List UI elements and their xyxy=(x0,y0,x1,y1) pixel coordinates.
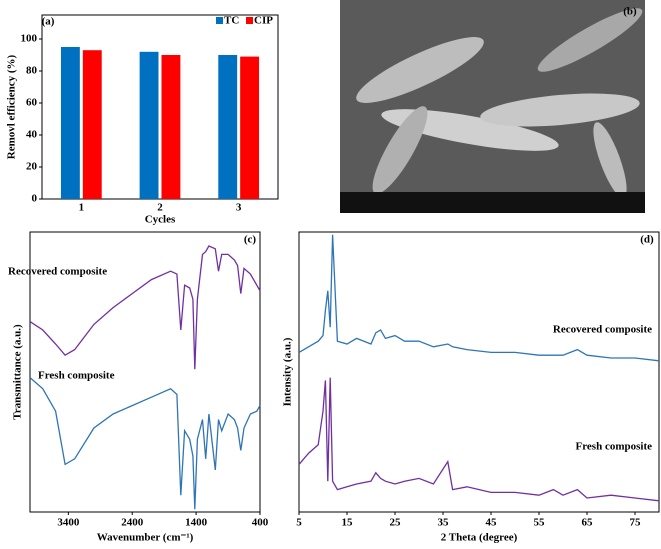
annotation: Fresh composite xyxy=(38,370,115,382)
x-tick-label: 2400 xyxy=(121,517,144,529)
plot-frame xyxy=(29,231,261,513)
x-axis-label: Wavenumber (cm⁻¹) xyxy=(97,532,194,544)
y-tick-label: 80 xyxy=(26,65,38,77)
crystal xyxy=(480,93,640,127)
x-tick-label: 45 xyxy=(486,517,498,529)
y-tick-label: 40 xyxy=(26,129,38,141)
panel-label: (d) xyxy=(640,234,654,246)
y-tick-label: 20 xyxy=(26,161,38,173)
x-tick-label: 1 xyxy=(79,202,85,214)
annotation: Recovered composite xyxy=(8,266,107,278)
x-tick-label: 2 xyxy=(157,202,163,214)
crystal xyxy=(593,122,627,198)
x-tick-label: 25 xyxy=(390,517,402,529)
bar xyxy=(82,50,102,200)
plot-frame xyxy=(298,231,660,513)
legend-swatch xyxy=(216,17,223,24)
spectrum-line xyxy=(298,234,660,362)
x-tick-label: 75 xyxy=(630,517,642,529)
x-tick-label: 65 xyxy=(582,517,594,529)
x-tick-label: 3 xyxy=(236,202,242,214)
x-axis-label: 2 Theta (degree) xyxy=(441,532,518,544)
x-tick-label: 15 xyxy=(342,517,354,529)
legend-swatch xyxy=(246,17,253,24)
image-footer xyxy=(340,192,645,213)
legend-label: TC xyxy=(224,15,239,27)
panel-label: (b) xyxy=(623,6,637,18)
y-axis-label: Transmittance (a.u.) xyxy=(12,324,24,420)
spectrum-line xyxy=(29,245,261,370)
bar xyxy=(240,56,260,199)
bar xyxy=(60,47,80,199)
panel-label: (a) xyxy=(42,16,55,28)
x-tick-label: 35 xyxy=(438,517,450,529)
y-tick-label: 60 xyxy=(26,97,38,109)
legend-label: CIP xyxy=(254,15,273,27)
y-tick-label: 100 xyxy=(21,33,38,45)
x-tick-label: 1400 xyxy=(185,517,208,529)
annotation: Recovered composite xyxy=(553,324,652,336)
panel-label: (c) xyxy=(244,234,257,246)
x-axis-label: Cycles xyxy=(145,214,176,226)
sem-image: (b) xyxy=(340,0,645,213)
crystal xyxy=(372,106,428,194)
crystal xyxy=(537,8,643,72)
y-axis-label: Intensity (a.u.) xyxy=(282,337,294,406)
crystal xyxy=(356,37,484,103)
y-tick-label: 0 xyxy=(32,193,38,205)
x-tick-label: 400 xyxy=(252,517,269,529)
bar xyxy=(161,55,181,199)
x-tick-label: 3400 xyxy=(57,517,80,529)
x-tick-label: 5 xyxy=(296,517,302,529)
x-tick-label: 55 xyxy=(534,517,546,529)
plot-frame xyxy=(41,14,279,200)
bar xyxy=(218,55,238,199)
spectrum-line xyxy=(29,377,261,510)
y-axis-label: Removl efficiency (%) xyxy=(6,54,18,159)
bar xyxy=(139,51,159,199)
spectrum-line xyxy=(298,377,660,502)
annotation: Fresh composite xyxy=(576,441,653,453)
